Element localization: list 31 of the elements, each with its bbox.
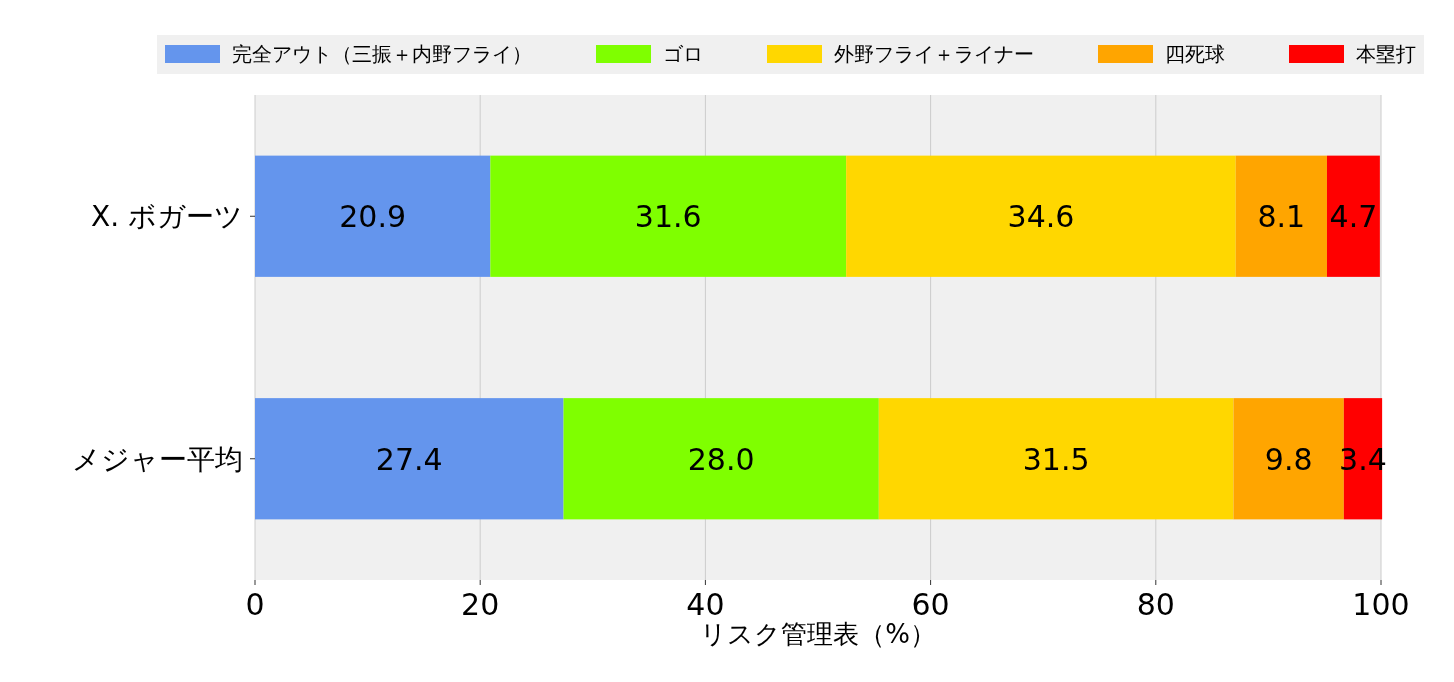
legend-label: 本塁打 <box>1356 42 1416 66</box>
legend-label: 四死球 <box>1165 42 1225 66</box>
x-tick-label: 60 <box>911 587 950 622</box>
y-tick-label: X. ボガーツ <box>91 200 243 234</box>
bar <box>1235 155 1327 277</box>
bar <box>255 155 491 277</box>
x-tick-label: 100 <box>1352 587 1410 622</box>
data-label: 31.6 <box>634 199 702 235</box>
bar <box>563 398 879 520</box>
bar <box>255 398 564 520</box>
data-label: 31.5 <box>1022 441 1090 477</box>
data-label: 27.4 <box>375 441 443 477</box>
y-tick-label: メジャー平均 <box>72 442 243 476</box>
x-tick-label: 0 <box>245 587 265 622</box>
data-label: 20.9 <box>339 199 407 235</box>
bar <box>878 398 1234 520</box>
bar <box>846 155 1236 277</box>
data-label: 8.1 <box>1257 199 1306 235</box>
bar <box>490 155 847 277</box>
bar <box>1326 155 1380 277</box>
data-label: 9.8 <box>1264 441 1313 477</box>
data-label: 34.6 <box>1007 199 1075 235</box>
x-tick-label: 80 <box>1136 587 1175 622</box>
legend-label: ゴロ <box>663 42 703 66</box>
data-label: 4.7 <box>1329 199 1378 235</box>
x-tick-label: 20 <box>461 587 500 622</box>
legend-label: 外野フライ＋ライナー <box>834 42 1034 66</box>
data-label: 28.0 <box>687 441 755 477</box>
x-tick-label: 40 <box>686 587 725 622</box>
x-axis-title: リスク管理表（%） <box>700 619 936 649</box>
legend-label: 完全アウト（三振＋内野フライ） <box>232 42 532 66</box>
